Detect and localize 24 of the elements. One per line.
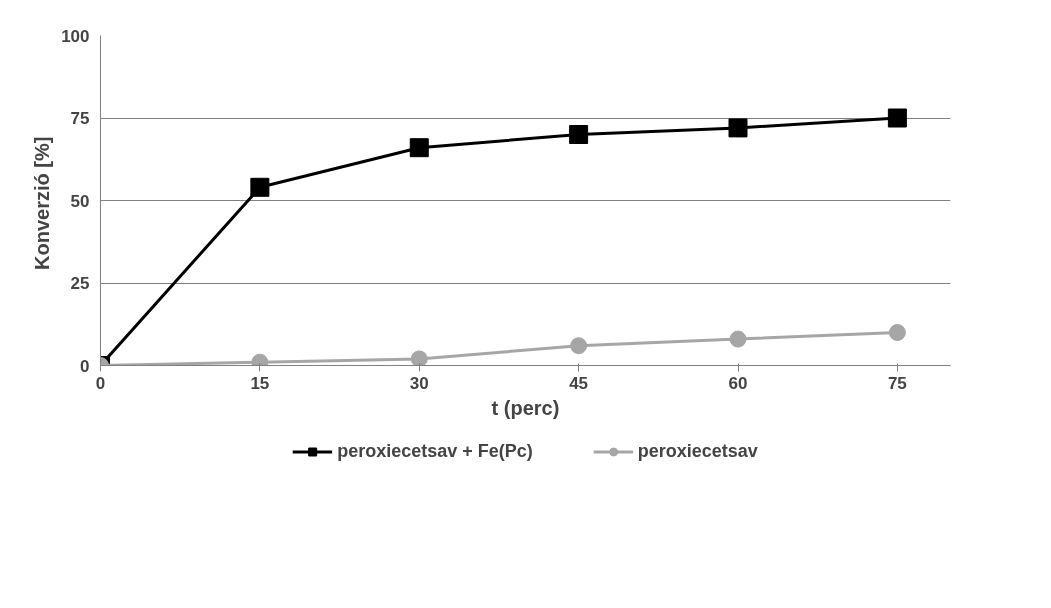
y-axis-title: Konverzió [%] — [31, 136, 54, 270]
x-tick-label: 60 — [728, 373, 748, 393]
legend-label: peroxiecetsav — [637, 440, 758, 462]
point — [887, 108, 907, 128]
point — [250, 177, 270, 197]
x-axis-title: t (perc) — [491, 396, 560, 419]
x-tick-label: 75 — [887, 373, 907, 393]
y-tick-label: 75 — [70, 109, 90, 128]
y-tick-label: 25 — [70, 274, 90, 293]
legend-label: peroxiecetsav + Fe(Pc) — [337, 440, 533, 462]
point — [569, 125, 589, 144]
point — [409, 138, 429, 158]
x-tick-label: 30 — [409, 373, 429, 393]
point — [888, 324, 906, 341]
point — [570, 337, 588, 355]
x-tick-label: 15 — [250, 373, 270, 393]
x-tick-label: 0 — [95, 373, 106, 393]
y-tick-label: 100 — [61, 26, 90, 46]
y-tick-label: 0 — [80, 356, 90, 376]
y-tick-label: 50 — [70, 191, 90, 211]
point — [410, 350, 428, 366]
x-tick-label: 45 — [569, 373, 589, 393]
point — [729, 330, 747, 348]
point — [728, 118, 748, 138]
